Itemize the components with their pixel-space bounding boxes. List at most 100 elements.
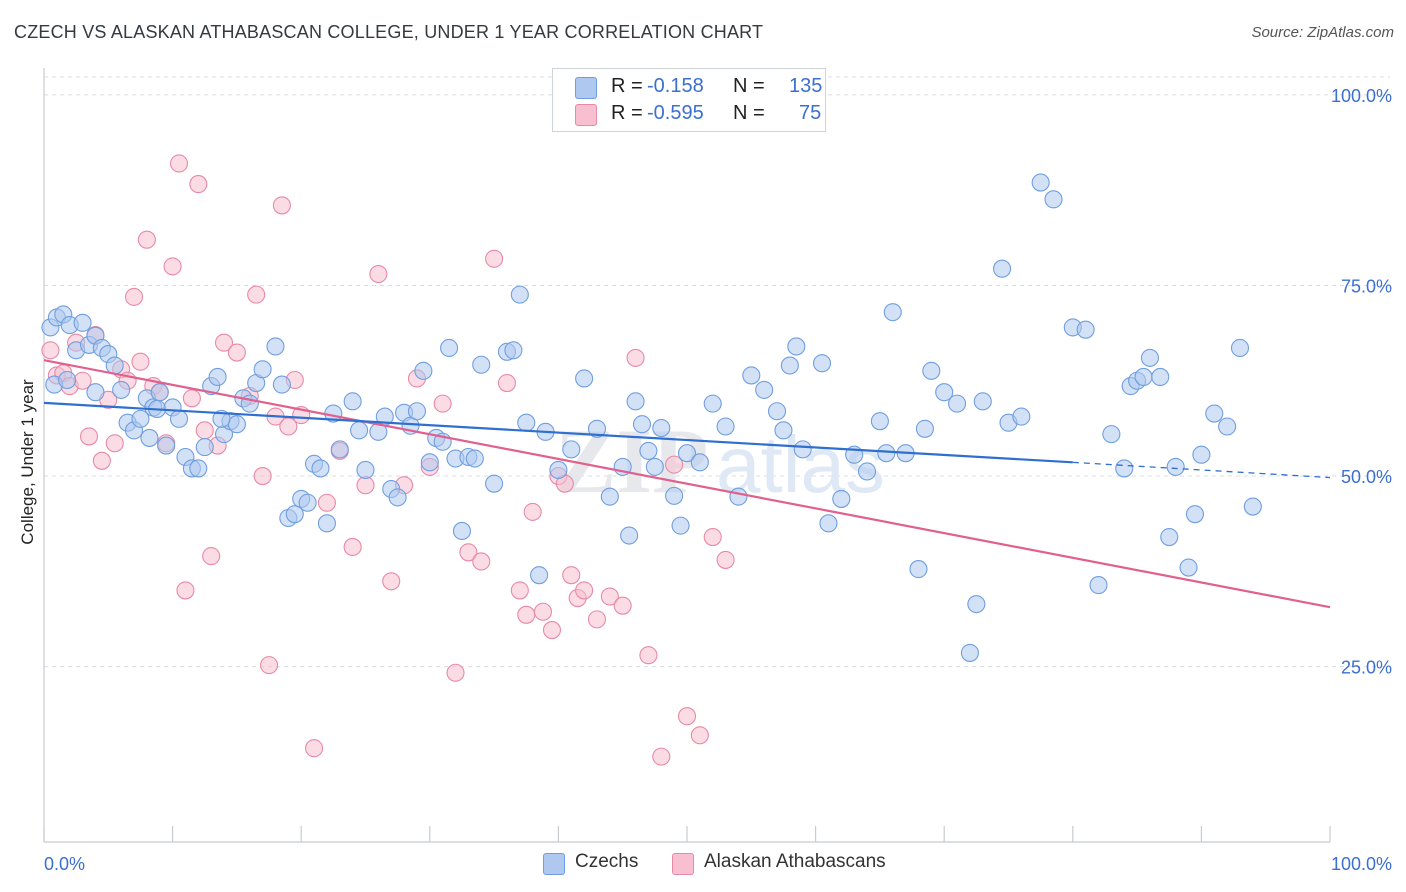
czech-point <box>575 369 594 388</box>
czech-point <box>112 380 131 399</box>
legend-n-label: N = <box>733 75 765 97</box>
czech-trend-extension <box>1072 461 1331 479</box>
czech-point <box>1044 190 1063 209</box>
alaskan-athabascan-point <box>189 175 208 194</box>
alaskan-athabascan-point <box>182 389 201 408</box>
czech-point <box>1102 425 1121 444</box>
alaskan-athabascan-point <box>343 537 362 557</box>
alaskan-athabascan-point <box>472 552 491 571</box>
czech-point <box>716 417 735 436</box>
alaskan-athabascan-point <box>459 543 478 562</box>
trend-lines <box>43 359 1331 609</box>
alaskan-athabascan-point <box>317 493 336 512</box>
alaskan-athabascan-point <box>523 502 542 521</box>
czech-point <box>922 361 941 380</box>
alaskan-athabascan-point <box>259 656 279 675</box>
alaskan-athabascan-point <box>253 467 272 486</box>
alaskan-athabascan-point <box>79 427 99 446</box>
czech-point <box>356 460 375 480</box>
czech-point <box>485 474 504 493</box>
czech-point <box>819 514 838 533</box>
czech-point <box>510 285 529 304</box>
y-tick-label: 75.0% <box>1341 276 1392 296</box>
alaskan-athabascan-point <box>369 264 388 284</box>
czech-point <box>948 394 967 413</box>
czech-point <box>993 259 1012 278</box>
czech-point <box>169 409 189 428</box>
bottom-legend-label-czechs: Czechs <box>575 851 639 872</box>
legend-n-label: N = <box>733 102 765 124</box>
czech-point <box>298 493 317 512</box>
czech-point <box>832 489 851 508</box>
czech-point <box>440 338 459 358</box>
czech-point <box>472 355 491 374</box>
czech-point <box>645 457 664 476</box>
czech-point <box>1192 445 1211 464</box>
czech-point <box>189 459 208 478</box>
legend-r-label: R = <box>611 75 643 97</box>
czech-point <box>1151 367 1170 387</box>
alaskan-athabascan-point <box>639 646 658 665</box>
czech-point <box>665 486 684 505</box>
czech-point <box>870 412 889 431</box>
alaskan-trend-line <box>43 359 1331 609</box>
czech-point <box>620 526 639 545</box>
alaskan-athabascan-point <box>356 476 375 495</box>
alaskan-athabascan-point <box>163 257 182 276</box>
czech-point <box>388 488 407 507</box>
x-tick-label: 100.0% <box>1331 854 1392 874</box>
legend-n-value: 75 <box>799 102 822 124</box>
legend-r-label: R = <box>611 102 643 124</box>
legend-n-value: 135 <box>789 75 823 97</box>
alaskan-athabascan-point <box>176 581 195 600</box>
czech-point <box>935 383 954 402</box>
alaskan-athabascan-point <box>497 373 517 393</box>
x-tick-labels: 0.0% 100.0% <box>44 854 1392 874</box>
czech-point <box>407 402 426 421</box>
alaskan-athabascan-point <box>202 547 221 566</box>
czech-point <box>1076 320 1095 339</box>
czechs-points <box>41 173 1262 662</box>
y-tick-label: 25.0% <box>1341 658 1392 678</box>
czech-point <box>1115 459 1134 478</box>
alaskan-athabascan-point <box>542 621 562 640</box>
czech-point <box>857 462 877 481</box>
czech-point <box>780 356 799 375</box>
czech-point <box>1012 407 1031 426</box>
stats-legend: R = -0.158 N = 135 R = -0.595 N = 75 <box>552 68 826 132</box>
alaskan-athabascan-point <box>613 596 632 615</box>
czech-point <box>587 419 607 438</box>
czech-point <box>973 392 992 411</box>
alaskan-athabascan-point <box>446 663 465 682</box>
x-tick-label: 0.0% <box>44 854 85 874</box>
source-credit: Source: ZipAtlas.com <box>1251 24 1394 41</box>
bottom-legend-label-alaskan: Alaskan Athabascans <box>704 851 886 872</box>
alaskan-athabascan-point <box>600 587 619 606</box>
czech-point <box>1089 576 1108 595</box>
legend-r-value: -0.595 <box>647 102 704 124</box>
czech-point <box>420 453 439 472</box>
czech-point <box>729 487 748 506</box>
czech-point <box>1230 338 1250 358</box>
alaskan-athabascan-point <box>517 605 536 624</box>
czech-point <box>343 392 362 411</box>
czech-point <box>562 440 581 459</box>
czech-point <box>1185 505 1205 524</box>
czech-point <box>967 595 986 614</box>
czech-point <box>452 521 472 541</box>
czech-point <box>774 421 793 440</box>
alaskan-athabascan-point <box>562 566 581 585</box>
legend-swatch-blue <box>575 77 597 99</box>
czech-point <box>311 459 330 478</box>
alaskan-athabascan-point <box>195 421 214 440</box>
alaskan-athabascan-point <box>382 572 401 591</box>
czech-point <box>632 415 652 434</box>
czech-point <box>652 418 671 438</box>
czech-trend-line <box>43 401 1073 464</box>
czech-point <box>1243 497 1262 516</box>
alaskan-athabascan-point <box>227 343 246 362</box>
czech-point <box>1134 367 1153 387</box>
czech-point <box>131 409 150 428</box>
czech-point <box>671 516 690 535</box>
czech-point <box>639 441 658 460</box>
